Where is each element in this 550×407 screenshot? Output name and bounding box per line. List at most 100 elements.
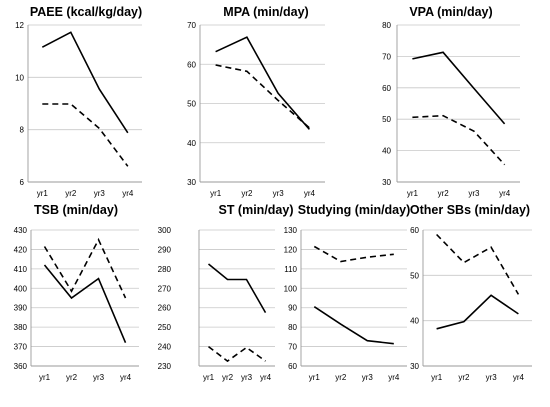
dashed-series-line — [208, 345, 266, 363]
chart-title: VPA (min/day) — [409, 5, 492, 19]
y-tick-label: 40 — [187, 139, 196, 148]
x-tick-label: yr2 — [65, 189, 77, 198]
y-tick-label: 130 — [284, 226, 298, 235]
y-tick-label: 360 — [14, 362, 28, 371]
x-tick-label: yr2 — [241, 189, 253, 198]
chart-title: TSB (min/day) — [34, 203, 118, 217]
chart-panel-2: 30 40 50 60 70 yr1 yr2 yr3 yr4 MPA (min/day) — [187, 5, 325, 198]
x-tick-label: yr2 — [458, 373, 470, 382]
y-tick-label: 80 — [288, 323, 297, 332]
x-tick-label: yr1 — [309, 373, 321, 382]
y-tick-label: 40 — [410, 317, 419, 326]
dashed-series-line — [313, 245, 394, 263]
y-tick-label: 70 — [187, 21, 196, 30]
chart-title: Studying (min/day) — [298, 203, 411, 217]
x-tick-label: yr1 — [37, 189, 49, 198]
y-tick-label: 270 — [158, 284, 172, 293]
y-tick-label: 100 — [284, 284, 298, 293]
y-tick-label: 60 — [187, 60, 196, 69]
y-tick-label: 70 — [288, 343, 297, 352]
y-tick-label: 110 — [284, 265, 297, 274]
x-tick-label: yr2 — [222, 373, 234, 382]
chart-panel-3: 30 40 50 60 70 80 yr1 yr2 yr3 yr4 VPA (min/day) — [382, 5, 520, 198]
x-tick-label: yr3 — [486, 373, 498, 382]
y-tick-label: 60 — [288, 362, 297, 371]
x-tick-label: yr3 — [94, 189, 106, 198]
x-tick-label: yr1 — [407, 189, 419, 198]
chart-panel-1: 6 8 10 12 yr1 yr2 yr3 yr4 PAEE (kcal/kg/day) — [15, 5, 142, 198]
y-tick-label: 12 — [15, 21, 24, 30]
x-tick-label: yr4 — [388, 373, 400, 382]
y-tick-label: 10 — [15, 73, 24, 82]
chart-title: MPA (min/day) — [223, 5, 308, 19]
dashed-series-line — [436, 233, 520, 295]
y-tick-label: 70 — [382, 52, 391, 61]
y-tick-label: 80 — [382, 21, 391, 30]
x-tick-label: yr3 — [362, 373, 374, 382]
y-tick-label: 40 — [382, 147, 391, 156]
chart-panel-7: 30 40 50 60 yr1 yr2 yr3 yr4 Other SBs (min/day) — [410, 203, 532, 382]
solid-series-line — [436, 294, 519, 330]
dashed-series-line — [412, 114, 506, 166]
y-tick-label: 390 — [14, 304, 28, 313]
x-tick-label: yr2 — [438, 189, 450, 198]
y-tick-label: 230 — [158, 362, 172, 371]
solid-series-line — [412, 51, 506, 125]
x-tick-label: yr3 — [93, 373, 105, 382]
y-tick-label: 60 — [382, 84, 391, 93]
x-tick-label: yr3 — [273, 189, 285, 198]
y-tick-label: 400 — [14, 284, 28, 293]
chart-panel-5: 230 240 250 260 270 280 290 300 yr1 yr2 yr3 yr4 ST (… — [158, 203, 294, 382]
y-tick-label: 380 — [14, 323, 28, 332]
y-tick-label: 300 — [158, 226, 172, 235]
x-tick-label: yr1 — [431, 373, 443, 382]
x-tick-label: yr4 — [513, 373, 525, 382]
y-tick-label: 240 — [158, 343, 172, 352]
y-tick-label: 8 — [20, 126, 25, 135]
x-tick-label: yr1 — [39, 373, 51, 382]
dashed-series-line — [42, 103, 129, 167]
x-tick-label: yr4 — [260, 373, 272, 382]
dashed-series-line — [43, 237, 127, 299]
y-tick-label: 250 — [158, 323, 172, 332]
x-tick-label: yr4 — [304, 189, 316, 198]
x-tick-label: yr1 — [203, 373, 215, 382]
y-tick-label: 280 — [158, 265, 172, 274]
x-tick-label: yr3 — [241, 373, 253, 382]
y-tick-label: 260 — [158, 304, 172, 313]
y-tick-label: 430 — [14, 226, 28, 235]
x-tick-label: yr4 — [122, 189, 134, 198]
solid-series-line — [207, 263, 267, 313]
y-tick-label: 30 — [382, 178, 391, 187]
y-tick-label: 30 — [187, 178, 196, 187]
solid-series-line — [41, 31, 129, 134]
chart-panel-4: 360 370 380 390 400 410 420 430 yr1 yr2 yr3 yr4 TSB … — [14, 203, 139, 382]
y-tick-label: 60 — [410, 226, 419, 235]
x-tick-label: yr4 — [120, 373, 132, 382]
y-tick-label: 30 — [410, 362, 419, 371]
solid-series-line — [215, 36, 311, 130]
x-tick-label: yr4 — [499, 189, 511, 198]
x-tick-label: yr1 — [210, 189, 222, 198]
y-tick-label: 6 — [20, 178, 25, 187]
y-tick-label: 290 — [158, 245, 172, 254]
y-tick-label: 120 — [284, 245, 298, 254]
chart-panel-6: 60 70 80 90 100 110 120 130 yr1 yr2 yr3 yr4 Studying… — [284, 203, 411, 382]
x-tick-label: yr2 — [66, 373, 78, 382]
y-tick-label: 50 — [410, 271, 419, 280]
y-tick-label: 420 — [14, 245, 28, 254]
chart-title: ST (min/day) — [218, 203, 293, 217]
solid-series-line — [43, 264, 127, 344]
y-tick-label: 90 — [288, 304, 297, 313]
x-tick-label: yr2 — [335, 373, 347, 382]
chart-title: Other SBs (min/day) — [410, 203, 530, 217]
dashed-series-line — [215, 64, 310, 129]
y-tick-label: 370 — [14, 343, 28, 352]
y-tick-label: 50 — [187, 100, 196, 109]
y-tick-label: 50 — [382, 115, 391, 124]
chart-title: PAEE (kcal/kg/day) — [30, 5, 142, 19]
y-tick-label: 410 — [14, 265, 28, 274]
x-tick-label: yr3 — [468, 189, 480, 198]
solid-series-line — [313, 306, 394, 345]
